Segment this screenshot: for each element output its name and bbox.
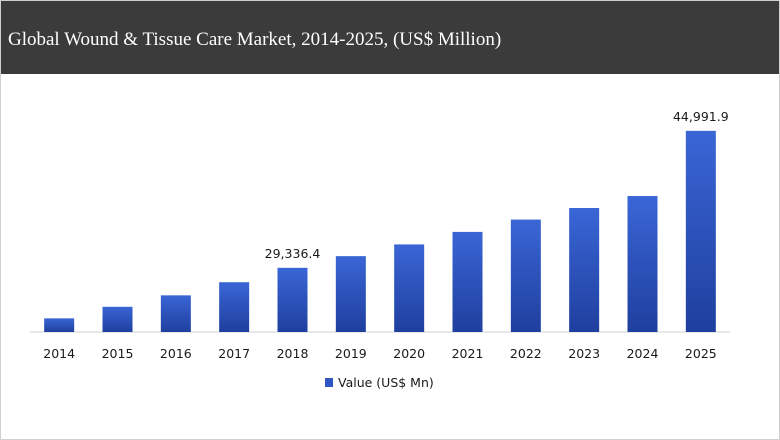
chart-title: Global Wound & Tissue Care Market, 2014-… — [8, 29, 502, 50]
bar-2017 — [219, 282, 250, 332]
data-label-2025: 44,991.9 — [673, 109, 729, 124]
x-tick-label: 2015 — [102, 346, 134, 361]
bar-2023 — [569, 208, 600, 332]
title-bar: Global Wound & Tissue Care Market, 2014-… — [1, 1, 779, 74]
x-tick-label: 2016 — [160, 346, 192, 361]
x-tick-label: 2017 — [218, 346, 250, 361]
x-tick-label: 2024 — [627, 346, 659, 361]
x-tick-label: 2018 — [277, 346, 309, 361]
x-tick-label: 2023 — [568, 346, 600, 361]
x-tick-label: 2025 — [685, 346, 717, 361]
x-tick-label: 2014 — [43, 346, 75, 361]
bar-2016 — [160, 295, 191, 332]
bar-2021 — [452, 231, 483, 332]
bar-2025 — [685, 130, 716, 332]
bar-2015 — [102, 306, 133, 332]
bar-chart: 2014 2015 2016 2017 2018 29,336.4 2019 2020 2021… — [30, 109, 730, 390]
bar-2024 — [627, 196, 658, 332]
x-tick-label: 2020 — [393, 346, 425, 361]
x-tick-label: 2022 — [510, 346, 542, 361]
bar-2018 — [277, 267, 308, 332]
bar-2022 — [510, 219, 541, 332]
bar-2019 — [335, 256, 366, 332]
x-tick-label: 2021 — [452, 346, 484, 361]
bar-2014 — [44, 318, 75, 332]
bar-2020 — [394, 244, 425, 332]
legend-label: Value (US$ Mn) — [338, 375, 434, 390]
data-label-2018: 29,336.4 — [265, 246, 321, 261]
legend-swatch — [325, 378, 333, 387]
x-tick-label: 2019 — [335, 346, 367, 361]
